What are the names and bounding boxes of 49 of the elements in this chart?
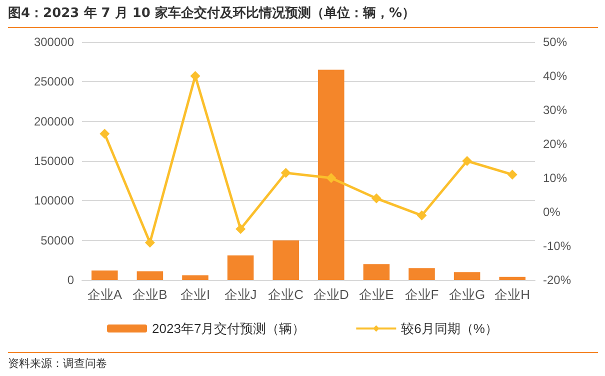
x-tick-label: 企业F xyxy=(404,287,439,302)
y-tick-label: 150000 xyxy=(34,154,74,168)
point xyxy=(190,71,200,81)
bar xyxy=(136,271,164,280)
x-tick-label: 企业C xyxy=(268,287,304,302)
y-tick-label: 100000 xyxy=(34,194,74,208)
bar xyxy=(318,70,344,280)
x-tick-label: 企业B xyxy=(132,287,168,302)
point xyxy=(144,238,155,248)
point xyxy=(326,173,336,183)
y2-tick-label: 10% xyxy=(543,171,568,185)
point xyxy=(416,210,427,220)
bar xyxy=(363,264,390,280)
y-tick-label: 200000 xyxy=(34,114,74,128)
x-tick-label: 企业I xyxy=(180,287,210,302)
point xyxy=(371,193,382,204)
y-tick-label: 300000 xyxy=(34,35,74,49)
bar xyxy=(454,272,480,280)
bar xyxy=(272,240,299,280)
x-tick-label: 企业E xyxy=(359,287,394,302)
chart-title: 图4：2023 年 7 月 10 家车企交付及环比情况预测（单位：辆，%） xyxy=(8,4,598,28)
y-tick-label: 50000 xyxy=(40,233,74,248)
point xyxy=(236,224,246,234)
legend-label: 较6月同期（%） xyxy=(401,321,498,336)
bar xyxy=(408,268,435,280)
point xyxy=(462,156,472,166)
text: 资料来源：调查问卷 xyxy=(8,352,598,371)
x-tick-label: 企业J xyxy=(224,287,257,302)
y2-tick-label: 30% xyxy=(543,103,568,117)
point xyxy=(280,168,291,178)
x-tick-label: 企业D xyxy=(313,287,349,302)
y2-tick-label: -10% xyxy=(543,239,572,253)
bar xyxy=(182,275,208,280)
x-tick-label: 企业A xyxy=(87,287,122,302)
x-tick-label: 企业H xyxy=(494,287,530,302)
bar xyxy=(227,255,254,280)
point xyxy=(507,170,518,180)
y2-tick-label: 0% xyxy=(543,205,561,219)
y-tick-label: 250000 xyxy=(34,74,74,89)
x-tick-label: 企业G xyxy=(448,287,486,302)
bar xyxy=(499,276,526,280)
point xyxy=(100,128,110,139)
bar xyxy=(92,270,118,280)
y2-tick-label: 40% xyxy=(543,69,568,83)
y2-tick-label: 50% xyxy=(543,35,568,49)
legend-label: 2023年7月交付预测（辆） xyxy=(152,321,306,336)
y2-tick-label: 20% xyxy=(543,137,568,151)
y-tick-label: 0 xyxy=(67,273,74,287)
y2-tick-label: -20% xyxy=(543,273,572,287)
